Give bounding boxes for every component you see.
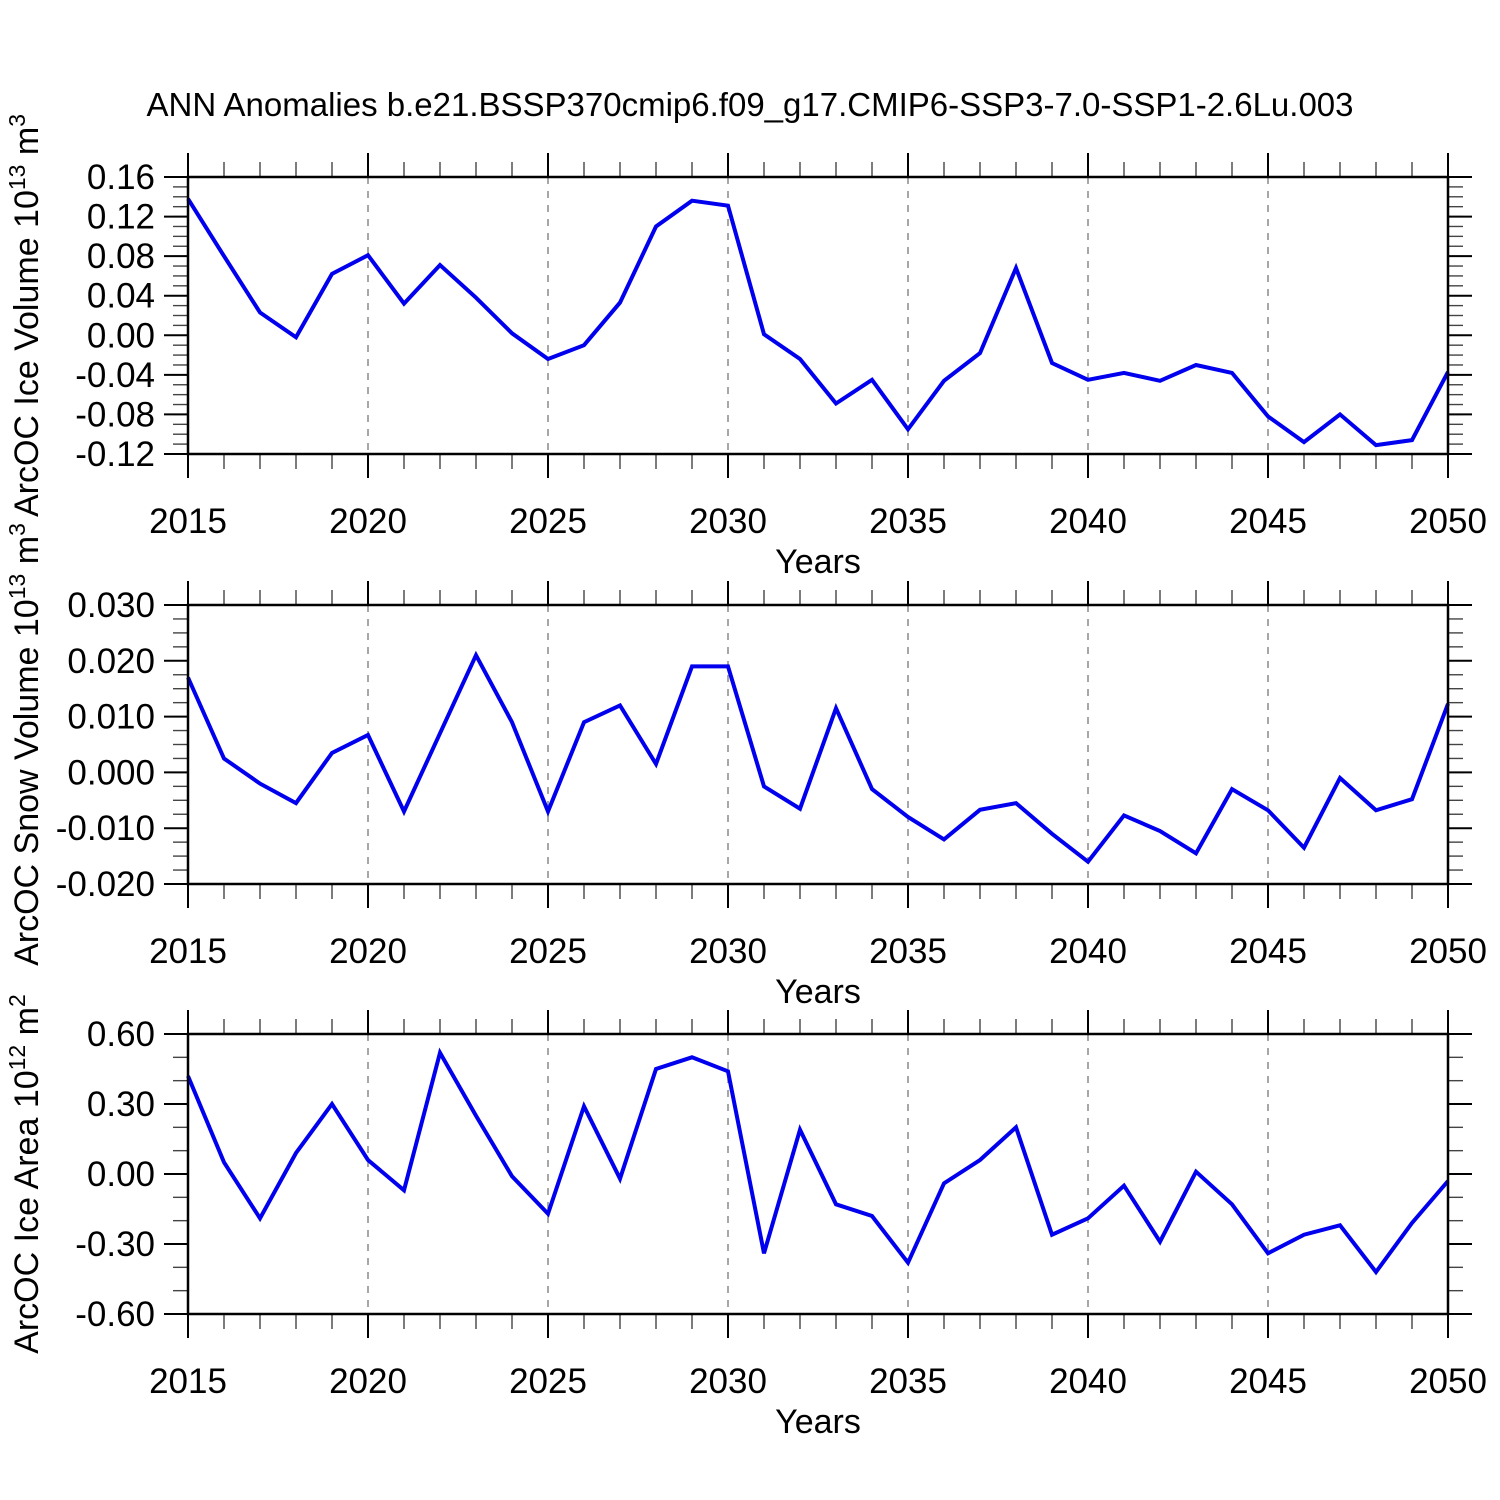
panel-border [186, 175, 1450, 456]
panel-border [186, 1032, 1450, 1316]
x-tick-label: 2040 [1049, 932, 1127, 971]
x-tick-label: 2015 [149, 932, 227, 971]
x-axis-title: Years [775, 973, 861, 1011]
x-tick-label: 2025 [509, 502, 587, 541]
y-tick-label: 0.010 [67, 698, 155, 737]
x-tick-label: 2025 [509, 932, 587, 971]
panel-arcoc-ice-volume: 0.160.120.080.040.00-0.04-0.08-0.12 2015 2… [4, 114, 1487, 581]
x-axis-title: Years [775, 1403, 861, 1441]
y-tick-label: -0.08 [75, 395, 155, 434]
y-tick-label: 0.16 [87, 158, 155, 197]
y-tick-label: -0.12 [75, 435, 155, 474]
y-tick-label: 0.04 [87, 277, 155, 316]
y-tick-label: -0.30 [75, 1225, 155, 1264]
y-axis-title: ArcOC Snow Volume 1013 m3 [4, 523, 46, 966]
x-tick-label: 2045 [1229, 932, 1307, 971]
x-tick-label: 2040 [1049, 502, 1127, 541]
arcoc-ice-volume-line [186, 197, 1450, 448]
y-tick-label: 0.020 [67, 642, 155, 681]
y-tick-label: 0.00 [87, 316, 155, 355]
x-tick-label: 2050 [1409, 932, 1487, 971]
y-tick-label: 0.000 [67, 753, 155, 792]
x-tick-label: 2030 [689, 1362, 767, 1401]
x-axis-title: Years [775, 543, 861, 581]
y-tick-label: 0.08 [87, 237, 155, 276]
x-tick-label: 2020 [329, 932, 407, 971]
x-tick-label: 2030 [689, 502, 767, 541]
x-tick-label: 2020 [329, 1362, 407, 1401]
chart-title: ANN Anomalies b.e21.BSSP370cmip6.f09_g17… [146, 86, 1354, 123]
y-tick-label: 0.60 [87, 1015, 155, 1054]
x-tick-label: 2035 [869, 1362, 947, 1401]
x-tick-label: 2040 [1049, 1362, 1127, 1401]
x-tick-label: 2035 [869, 932, 947, 971]
x-tick-label: 2015 [149, 502, 227, 541]
y-tick-label: 0.030 [67, 586, 155, 625]
x-tick-label: 2030 [689, 932, 767, 971]
panel-border [186, 603, 1450, 886]
x-tick-label: 2050 [1409, 502, 1487, 541]
y-axis-title: ArcOC Ice Area 1012 m2 [4, 994, 46, 1354]
y-tick-label: -0.04 [75, 356, 155, 395]
y-axis-title: ArcOC Ice Volume 1013 m3 [4, 114, 46, 517]
x-tick-label: 2020 [329, 502, 407, 541]
y-tick-label: 0.30 [87, 1085, 155, 1124]
y-tick-label: -0.020 [56, 865, 155, 904]
y-tick-label: -0.60 [75, 1295, 155, 1334]
arcoc-snow-volume-line [186, 650, 1450, 865]
x-tick-label: 2025 [509, 1362, 587, 1401]
panel-arcoc-ice-area: 0.60 0.30 0.00 -0.30 -0.60 2015 2020 2025 2030 20… [4, 994, 1487, 1441]
x-tick-label: 2045 [1229, 502, 1307, 541]
y-tick-label: 0.00 [87, 1155, 155, 1194]
x-tick-label: 2035 [869, 502, 947, 541]
x-tick-label: 2050 [1409, 1362, 1487, 1401]
y-tick-label: -0.010 [56, 809, 155, 848]
x-tick-label: 2015 [149, 1362, 227, 1401]
panel-arcoc-snow-volume: 0.030 0.020 0.010 0.000 -0.010 -0.020 2015 2020… [4, 523, 1487, 1011]
x-tick-label: 2045 [1229, 1362, 1307, 1401]
arcoc-ice-area-line [186, 1047, 1450, 1276]
y-tick-label: 0.12 [87, 198, 155, 237]
